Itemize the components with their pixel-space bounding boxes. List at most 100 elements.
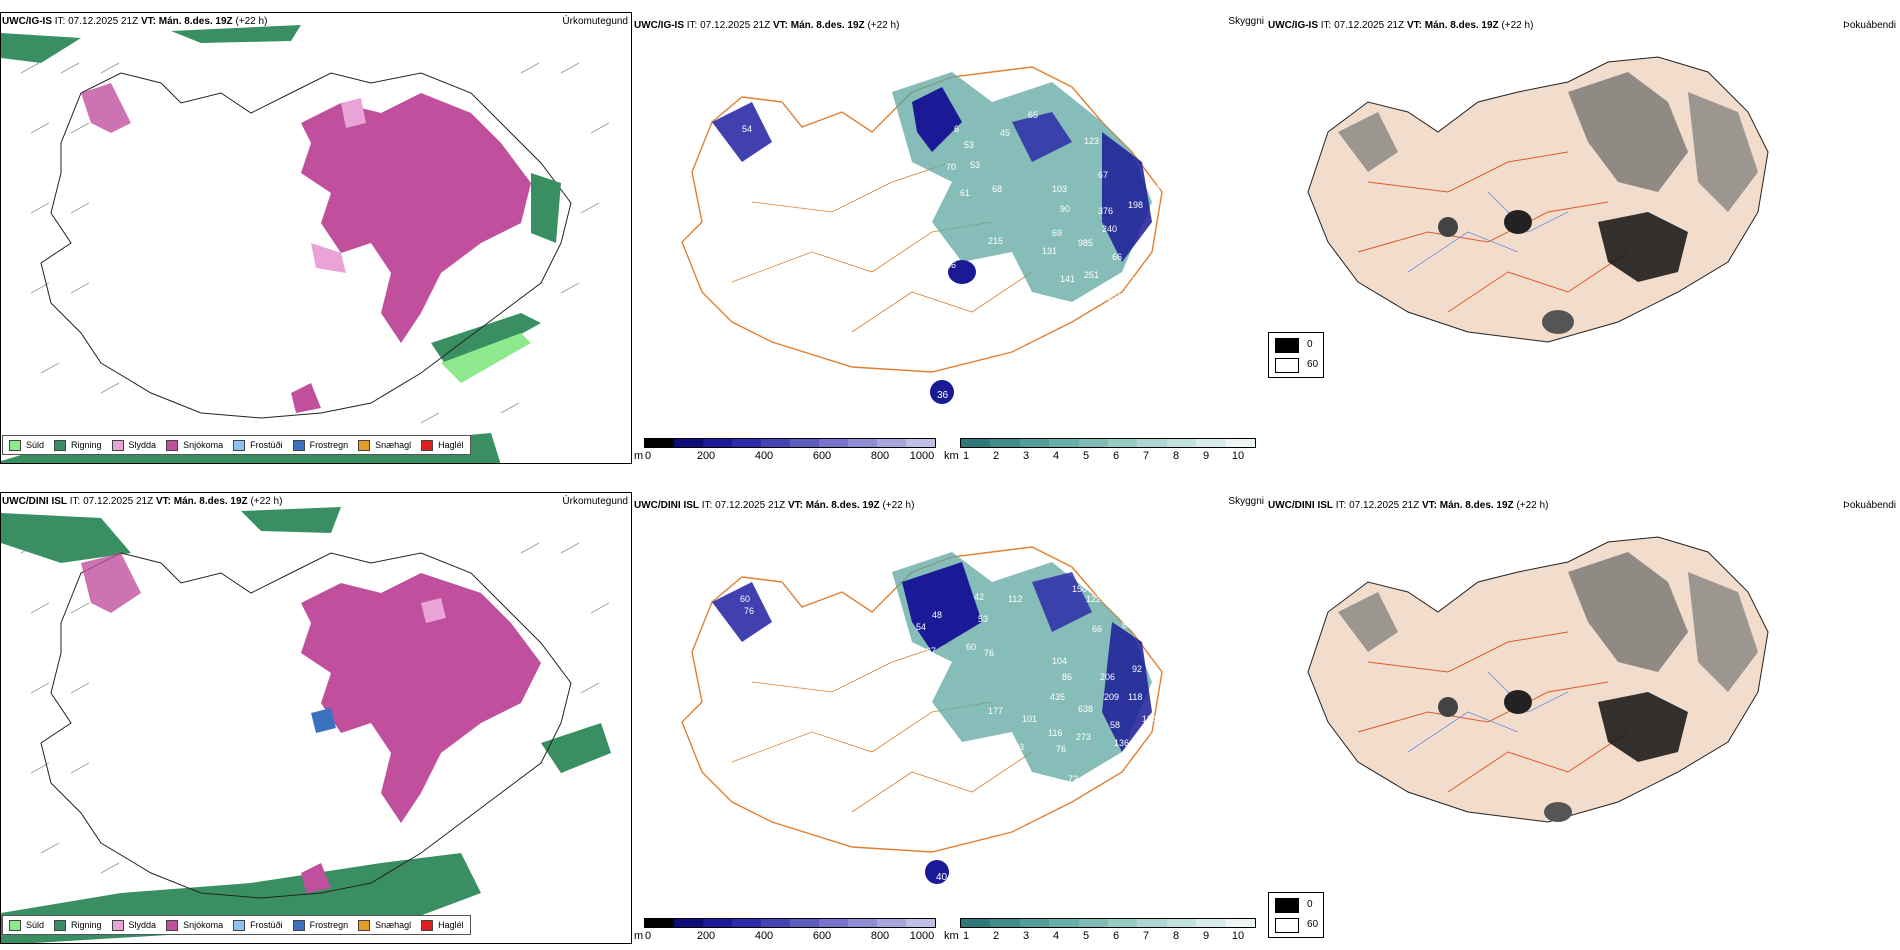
row-header-top-fog: UWC/IG-IS IT: 07.12.2025 21Z VT: Mán. 8.… xyxy=(1268,20,1534,31)
vis-value-label: 435 xyxy=(1050,692,1066,702)
vis-value-label: 123 xyxy=(1084,136,1100,146)
vis-value-label: 53 xyxy=(978,614,989,624)
vis-value-label: 136 xyxy=(1092,582,1108,592)
legend-item: Frostregn xyxy=(292,439,348,451)
vis-value-label: 118 xyxy=(1128,692,1143,702)
vis-value-label: 57 xyxy=(1182,662,1193,672)
legend-item: Súld xyxy=(9,919,44,931)
vis-value-label: 61 xyxy=(960,188,971,198)
vis-value-label: 58 xyxy=(1110,720,1121,730)
fog-title: Þokuábendi xyxy=(1843,500,1896,511)
vis-value-label: 72 xyxy=(1106,760,1117,770)
vis-value-label: 101 xyxy=(1022,714,1038,724)
fog-legend-bottom: 0 60 xyxy=(1268,892,1324,938)
row-header-bottom-vis: UWC/DINI ISL IT: 07.12.2025 21Z VT: Mán.… xyxy=(634,500,915,511)
vis-value-label: 57 xyxy=(782,90,793,100)
vis-value-label: 103 xyxy=(1052,184,1068,194)
vis-value-label: 41 xyxy=(1156,748,1167,758)
fog-title: Þokuábendi xyxy=(1843,20,1896,31)
row-header-top-vis: UWC/IG-IS IT: 07.12.2025 21Z VT: Mán. 8.… xyxy=(634,20,900,31)
vis-value-label: 69 xyxy=(1052,228,1063,238)
vis-value-label: 240 xyxy=(1102,224,1118,234)
vis-value-label: 85 xyxy=(1122,620,1133,630)
legend-item: Frostúði xyxy=(233,439,283,451)
fog-panel-bottom: UWC/DINI ISL IT: 07.12.2025 21Z VT: Mán.… xyxy=(1268,492,1900,944)
vis-value-label: 638 xyxy=(1078,704,1094,714)
vis-value-label: 88 xyxy=(782,152,793,162)
vis-value-label: 33 xyxy=(1068,808,1079,818)
row-header-bottom-precip: UWC/DINI ISL IT: 07.12.2025 21Z VT: Mán.… xyxy=(2,496,283,507)
vis-value-label: 985 xyxy=(1078,238,1094,248)
vis-value-label: 85 xyxy=(1144,288,1155,298)
vis-value-label: 73 xyxy=(938,662,949,672)
vis-value-label: 82 xyxy=(1150,184,1161,194)
vis-value-label: 131 xyxy=(1042,246,1058,256)
visibility-map-top xyxy=(681,66,1163,404)
vis-value-label: 83 xyxy=(1118,588,1129,598)
legend-item: Súld xyxy=(9,439,44,451)
vis-value-label: 209 xyxy=(1104,692,1120,702)
vis-value-label: 73 xyxy=(1014,742,1025,752)
vis-value-label: 36 xyxy=(937,390,949,401)
vis-value-label: 72 xyxy=(1068,774,1079,784)
vis-value-label: 53 xyxy=(970,160,981,170)
vis-value-label: 69 xyxy=(810,592,821,602)
vis-labels-bottom: 16 48 60 76 69 54 48 67 73 60 76 42 53 1… xyxy=(632,492,1268,912)
vis-value-label: 48 xyxy=(1164,732,1175,742)
precip-panel-bottom: UWC/DINI ISL IT: 07.12.2025 21Z VT: Mán.… xyxy=(0,492,632,944)
legend-item: Snæhagl xyxy=(358,439,411,451)
legend-item: Slydda xyxy=(111,919,156,931)
precip-title: Úrkomutegund xyxy=(562,496,628,507)
model-name: UWC/IG-IS xyxy=(2,16,52,27)
vis-value-label: 67 xyxy=(1098,170,1109,180)
vis-value-label: 65 xyxy=(1028,110,1039,120)
fog-legend-top: 0 60 xyxy=(1268,332,1324,378)
precip-map-top xyxy=(0,12,632,464)
vis-value-label: 76 xyxy=(1056,744,1067,754)
vis-value-label: 206 xyxy=(1100,672,1116,682)
vis-value-label: 99 xyxy=(1132,304,1143,314)
vis-value-label: 6 xyxy=(954,124,960,134)
vis-value-label: 68 xyxy=(992,184,1003,194)
legend-item: Frostúði xyxy=(233,919,283,931)
vis-value-label: 42 xyxy=(974,592,985,602)
vis-value-label: 215 xyxy=(988,236,1004,246)
vis-value-label: 52 xyxy=(1180,648,1191,658)
vis-value-label: 54 xyxy=(916,622,927,632)
vis-value-label: 56 xyxy=(932,716,943,726)
vis-value-label: 147 xyxy=(1078,566,1094,576)
vis-value-label: 48 xyxy=(772,568,783,578)
vis-value-label: 104 xyxy=(1106,292,1122,302)
vis-value-label: 63 xyxy=(1172,250,1183,260)
vis-value-label: 273 xyxy=(1076,732,1092,742)
precip-legend-bottom: Súld Rigning Slydda Snjókoma Frostúði Fr… xyxy=(2,915,471,935)
vis-value-label: 87 xyxy=(1142,264,1153,274)
legend-item: Rigning xyxy=(54,439,102,451)
vis-title: Skyggni xyxy=(1228,16,1264,27)
vis-value-label: 136 xyxy=(1114,738,1130,748)
legend-item: Snjókoma xyxy=(166,919,223,931)
vis-labels-top: 54 57 13 88 85 93 2 6 53 70 53 61 68 65 … xyxy=(632,12,1268,432)
vis-value-label: 48 xyxy=(1162,626,1173,636)
vis-value-label: 124 xyxy=(1142,714,1158,724)
visibility-map-bottom xyxy=(681,546,1163,884)
vis-title: Skyggni xyxy=(1228,496,1264,507)
vis-value-label: 76 xyxy=(984,648,995,658)
vis-colorbar-m-bottom: m 0 200 400 600 800 1000 xyxy=(634,918,936,944)
vis-value-label: 54 xyxy=(742,124,753,134)
legend-item: Snjókoma xyxy=(166,439,223,451)
vis-value-label: 251 xyxy=(1084,270,1100,280)
vis-value-label: 70 xyxy=(946,162,957,172)
vis-value-label: 67 xyxy=(926,646,937,656)
vis-value-label: 141 xyxy=(1060,274,1076,284)
fog-panel-top: UWC/IG-IS IT: 07.12.2025 21Z VT: Mán. 8.… xyxy=(1268,12,1900,464)
vis-value-label: 150 xyxy=(1072,584,1088,594)
vis-colorbar-m-top: m 0 200 400 600 800 1000 xyxy=(634,438,936,464)
vis-value-label: 92 xyxy=(1132,664,1143,674)
vis-value-label: 86 xyxy=(1062,672,1073,682)
vis-value-label: 93 xyxy=(817,130,828,140)
legend-item: Haglél xyxy=(421,439,464,451)
vis-colorbar-km-top: km 1 2 3 4 5 6 7 8 9 10 xyxy=(944,438,1256,464)
vis-value-label: 70 xyxy=(1174,217,1185,227)
vis-value-label: 45 xyxy=(1000,128,1011,138)
